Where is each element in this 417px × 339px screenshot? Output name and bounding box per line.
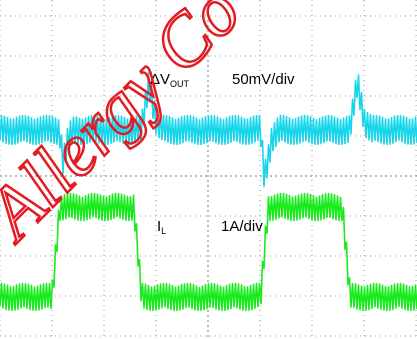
vout-label: ΔVOUT	[150, 72, 189, 89]
vout-label-subscript: OUT	[170, 79, 190, 89]
trace-0-0	[0, 71, 417, 188]
vout-scale-label: 50mV/div	[232, 71, 295, 88]
il-label-main: I	[157, 218, 162, 235]
trace-1-0	[0, 192, 417, 312]
il-label: IL	[157, 219, 166, 236]
vout-label-main: ΔV	[150, 71, 171, 88]
il-scale-label: 1A/div	[221, 218, 263, 235]
il-label-subscript: L	[161, 226, 167, 236]
